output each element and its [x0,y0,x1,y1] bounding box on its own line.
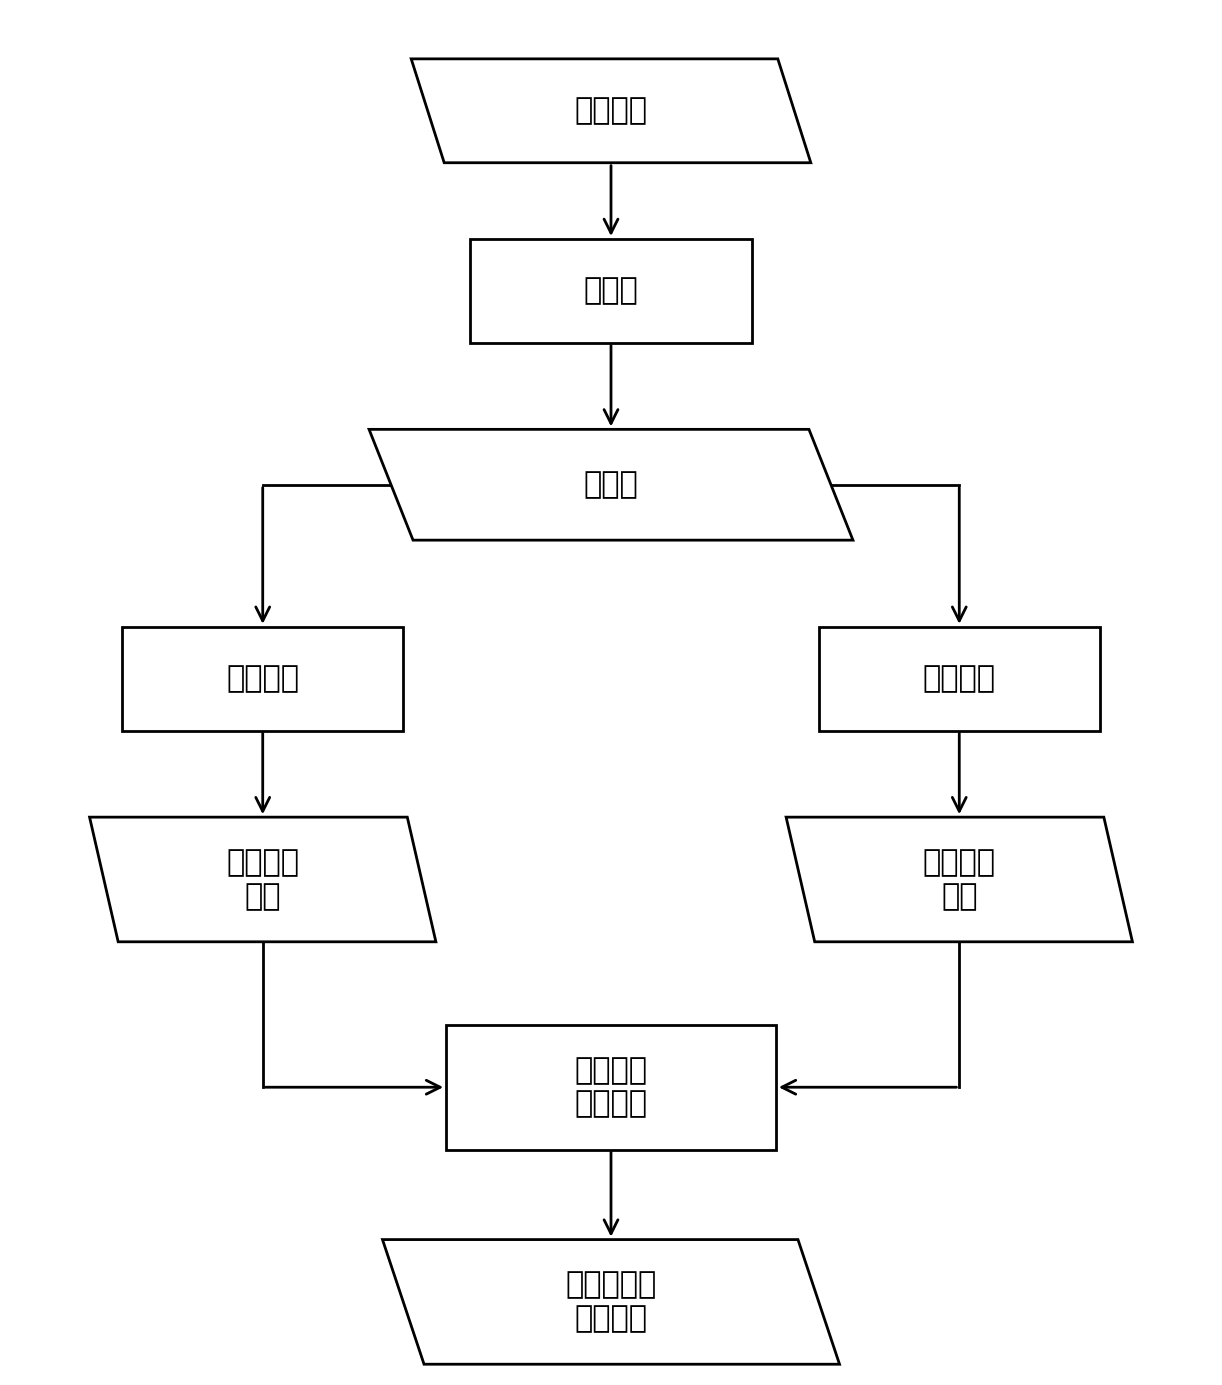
Polygon shape [89,817,436,942]
Text: 特征集: 特征集 [584,471,638,499]
Text: 推荐排序结
果并评估: 推荐排序结 果并评估 [566,1270,656,1334]
Text: 特征映射: 特征映射 [226,665,299,692]
Text: 微博博文: 微博博文 [574,97,648,125]
Text: 交叉转换: 交叉转换 [923,665,996,692]
Polygon shape [786,817,1133,942]
Polygon shape [382,1240,840,1364]
Polygon shape [369,429,853,540]
Text: 深度模块
参数: 深度模块 参数 [226,848,299,911]
Bar [470,238,752,342]
Polygon shape [411,58,811,163]
Bar [446,1025,776,1150]
Text: 预处理: 预处理 [584,277,638,305]
Bar [122,627,403,731]
Bar [819,627,1100,731]
Text: 优化参数
联合训练: 优化参数 联合训练 [574,1055,648,1119]
Text: 线性模块
参数: 线性模块 参数 [923,848,996,911]
